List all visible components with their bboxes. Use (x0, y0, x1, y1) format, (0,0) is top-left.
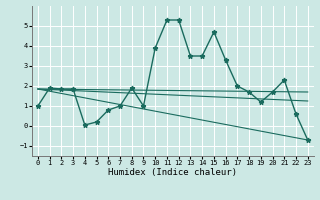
X-axis label: Humidex (Indice chaleur): Humidex (Indice chaleur) (108, 168, 237, 177)
